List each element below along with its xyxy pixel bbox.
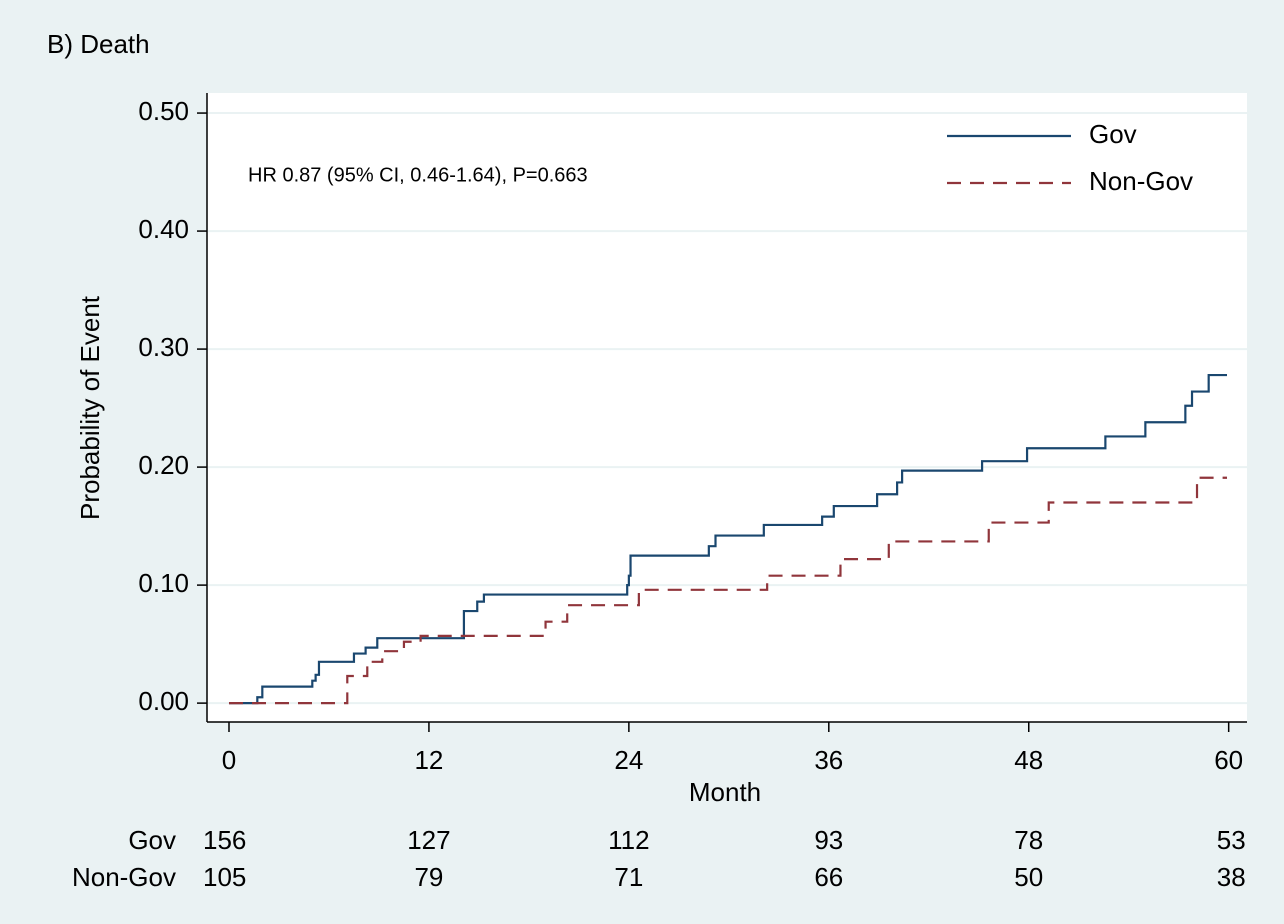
risk-count: 78 <box>1014 825 1043 855</box>
x-tick-label: 36 <box>814 745 843 775</box>
y-axis-label: Probability of Event <box>75 295 105 520</box>
risk-count: 38 <box>1217 862 1246 892</box>
x-tick-label: 0 <box>222 745 236 775</box>
y-tick-label: 0.30 <box>138 332 189 362</box>
risk-count: 93 <box>814 825 843 855</box>
y-tick-label: 0.50 <box>138 96 189 126</box>
x-tick-label: 12 <box>414 745 443 775</box>
risk-row-label: Gov <box>128 825 176 855</box>
legend-label: Gov <box>1089 119 1137 149</box>
risk-count: 127 <box>407 825 450 855</box>
risk-count: 105 <box>203 862 246 892</box>
series-line <box>228 373 1228 705</box>
y-tick-label: 0.00 <box>138 686 189 716</box>
risk-count: 79 <box>414 862 443 892</box>
y-tick-label: 0.20 <box>138 450 189 480</box>
x-tick-label: 24 <box>614 745 643 775</box>
risk-count: 156 <box>203 825 246 855</box>
y-tick-label: 0.40 <box>138 214 189 244</box>
risk-count: 112 <box>608 825 649 855</box>
x-tick-label: 60 <box>1214 745 1243 775</box>
x-tick-label: 48 <box>1014 745 1043 775</box>
plot-area <box>207 93 1247 722</box>
x-axis-label: Month <box>689 777 761 807</box>
risk-count: 53 <box>1217 825 1246 855</box>
chart-title: B) Death <box>47 29 150 59</box>
annotation: HR 0.87 (95% CI, 0.46-1.64), P=0.663 <box>248 164 588 186</box>
risk-row-label: Non-Gov <box>72 862 176 892</box>
legend-label: Non-Gov <box>1089 166 1193 196</box>
risk-count: 50 <box>1014 862 1043 892</box>
series-line <box>228 476 1228 705</box>
risk-count: 66 <box>814 862 843 892</box>
y-tick-label: 0.10 <box>138 568 189 598</box>
risk-count: 71 <box>614 862 643 892</box>
